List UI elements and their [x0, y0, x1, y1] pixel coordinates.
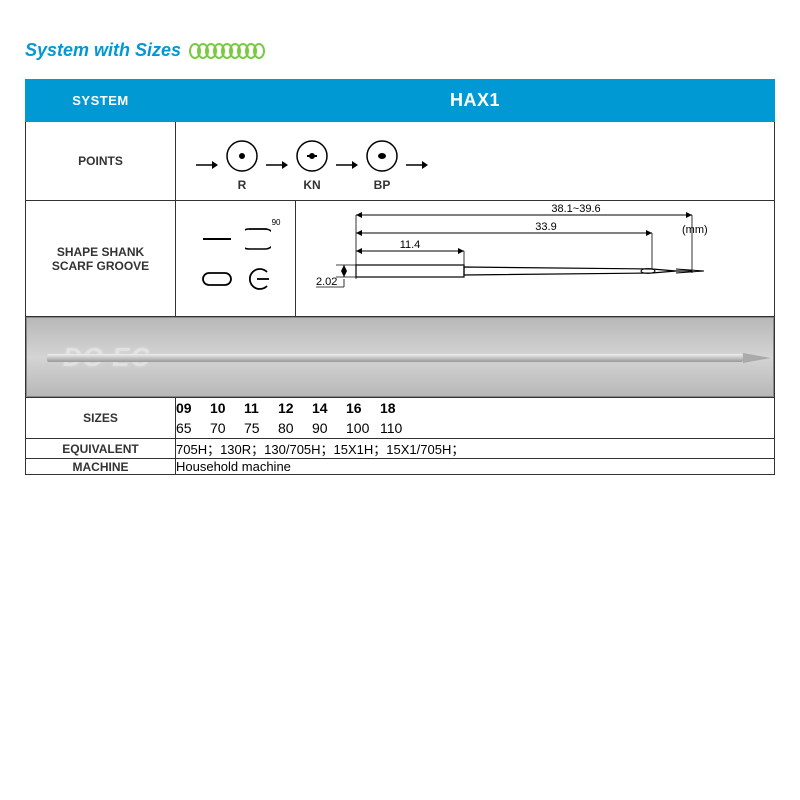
size-top: 16	[346, 398, 380, 418]
points-row: POINTS R KN	[26, 122, 775, 201]
size-bot: 100	[346, 418, 380, 438]
angle-tag: 90	[272, 218, 281, 227]
equivalent-row: EQUIVALENT 705H；130R；130/705H；15X1H；15X1…	[26, 439, 775, 459]
dim-mid: 33.9	[535, 221, 556, 233]
machine-label: MACHINE	[26, 459, 176, 475]
arrow-icon	[336, 160, 358, 170]
size-bot: 75	[244, 418, 278, 438]
arrow-icon	[196, 160, 218, 170]
dim-shank: 11.4	[400, 239, 421, 251]
point-bp-caption: BP	[374, 178, 391, 192]
dim-diameter: 2.02	[316, 276, 337, 288]
arrow-icon	[406, 160, 428, 170]
shape-shank-label: SHAPE SHANK SCARF GROOVE	[26, 201, 176, 317]
shank-oval-icon	[201, 271, 233, 287]
photo-row: DO EC	[26, 317, 775, 398]
machine-row: MACHINE Household machine	[26, 459, 775, 475]
dim-total: 38.1~39.6	[551, 203, 600, 215]
spring-icon	[189, 42, 267, 60]
point-kn: KN	[294, 138, 330, 192]
equivalent-label: EQUIVALENT	[26, 439, 176, 459]
size-top: 18	[380, 398, 414, 418]
header-left: SYSTEM	[26, 80, 176, 122]
photo-cell: DO EC	[26, 317, 775, 398]
size-top: 14	[312, 398, 346, 418]
size-top: 10	[210, 398, 244, 418]
size-top: 09	[176, 398, 210, 418]
shank-dshape-icon: 90	[245, 226, 271, 252]
point-bp: BP	[364, 138, 400, 192]
photo-needle-graphic	[47, 354, 743, 362]
sizes-table: 09 10 11 12 14 16 18 65 70 75 80 90 100 …	[176, 398, 414, 438]
header-right: HAX1	[176, 80, 775, 122]
needle-dimension-drawing: 38.1~39.6 33.9 (mm) 11.4	[296, 201, 716, 311]
size-top: 11	[244, 398, 278, 418]
shape-shank-line1: SHAPE SHANK	[26, 245, 175, 259]
point-r: R	[224, 138, 260, 192]
dim-unit: (mm)	[682, 224, 708, 236]
points-diagram: R KN BP	[196, 138, 754, 192]
header-row: SYSTEM HAX1	[26, 80, 775, 122]
shape-shank-row: SHAPE SHANK SCARF GROOVE 90	[26, 201, 775, 317]
machine-value: Household machine	[176, 459, 775, 475]
point-r-caption: R	[238, 178, 247, 192]
sizes-label: SIZES	[26, 398, 176, 439]
equivalent-value: 705H；130R；130/705H；15X1H；15X1/705H；	[176, 439, 775, 459]
needle-drawing-cell: 38.1~39.6 33.9 (mm) 11.4	[296, 201, 775, 317]
needle-photo: DO EC	[26, 317, 774, 397]
size-bot: 70	[210, 418, 244, 438]
size-top: 12	[278, 398, 312, 418]
page-heading: System with Sizes	[25, 40, 775, 61]
shank-icons-cell: 90	[176, 201, 296, 317]
heading-text: System with Sizes	[25, 40, 181, 61]
size-bot: 80	[278, 418, 312, 438]
points-label: POINTS	[26, 122, 176, 201]
point-kn-caption: KN	[303, 178, 320, 192]
spec-table: SYSTEM HAX1 POINTS R KN	[25, 79, 775, 475]
shank-cshape-icon	[245, 266, 271, 292]
size-bot: 90	[312, 418, 346, 438]
sizes-content: 09 10 11 12 14 16 18 65 70 75 80 90 100 …	[176, 398, 775, 439]
size-bot: 110	[380, 418, 414, 438]
points-content: R KN BP	[176, 122, 775, 201]
sizes-row: SIZES 09 10 11 12 14 16 18 65 70 75 80 9…	[26, 398, 775, 439]
size-bot: 65	[176, 418, 210, 438]
shape-shank-line2: SCARF GROOVE	[26, 259, 175, 273]
arrow-icon	[266, 160, 288, 170]
shank-line-icon	[201, 234, 233, 244]
